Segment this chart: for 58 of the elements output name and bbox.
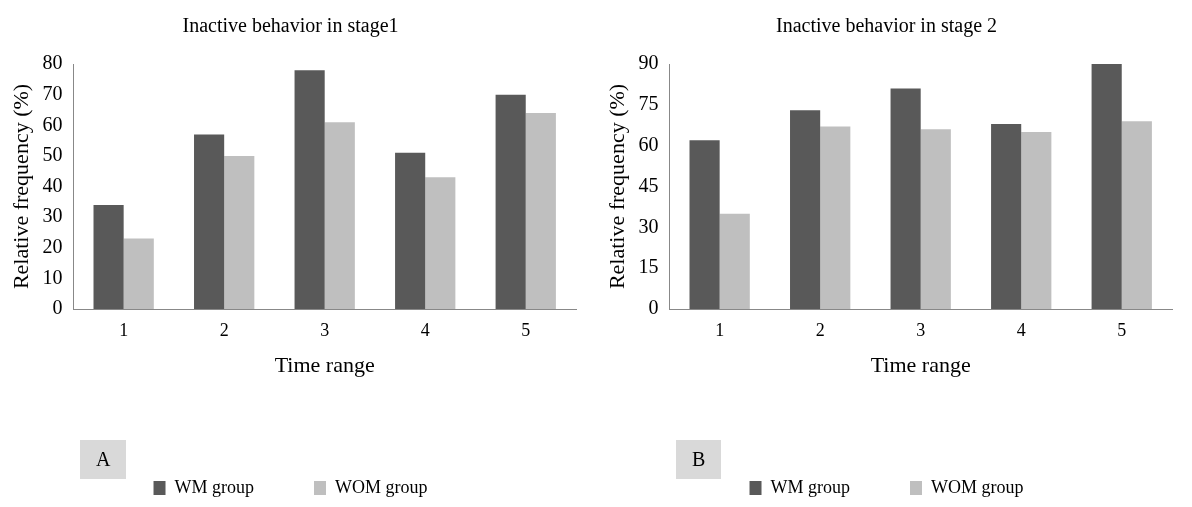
legend-label: WM group — [174, 476, 255, 497]
x-tick-label: 5 — [1117, 319, 1127, 340]
bar — [1121, 121, 1152, 309]
text: B — [676, 440, 722, 479]
y-tick-label: 0 — [648, 296, 659, 319]
x-tick-label: 4 — [420, 319, 430, 340]
bar — [525, 113, 556, 309]
bar — [395, 152, 426, 309]
x-tick-label: 2 — [219, 319, 229, 340]
bar — [324, 122, 355, 309]
legend-label: WM group — [770, 476, 851, 497]
bar — [790, 110, 821, 309]
y-tick-label: 10 — [42, 265, 63, 288]
x-tick-label: 2 — [815, 319, 825, 340]
x-tick-label: 1 — [119, 319, 129, 340]
y-tick-label: 30 — [638, 214, 659, 237]
x-tick-label: 1 — [715, 319, 725, 340]
bar — [93, 204, 124, 309]
x-tick-label: 3 — [320, 319, 330, 340]
legend-label: WOM group — [931, 476, 1024, 497]
y-tick-label: 0 — [52, 296, 63, 319]
text: A — [80, 440, 127, 479]
y-tick-label: 60 — [638, 132, 659, 155]
x-tick-label: 3 — [916, 319, 926, 340]
bar — [123, 238, 154, 309]
y-tick-label: 30 — [42, 204, 63, 227]
bar — [1091, 64, 1122, 309]
bar — [495, 94, 526, 309]
bar — [719, 213, 750, 309]
chart-title: Inactive behavior in stage1 — [182, 14, 399, 38]
x-axis-title: Time range — [870, 351, 971, 377]
bar — [820, 126, 851, 309]
y-tick-label: 80 — [42, 51, 63, 74]
bar — [194, 134, 225, 309]
x-axis-title: Time range — [274, 351, 375, 377]
legend-label: WOM group — [335, 476, 428, 497]
bar — [425, 177, 456, 309]
x-tick-label: 4 — [1016, 319, 1026, 340]
x-tick-label: 5 — [521, 319, 531, 340]
y-axis-title: Relative frequency (%) — [7, 83, 33, 290]
bar — [689, 140, 720, 309]
y-tick-label: 40 — [42, 173, 63, 196]
y-tick-label: 15 — [638, 255, 659, 278]
bar — [920, 129, 951, 309]
bar — [1021, 132, 1052, 309]
y-tick-label: 60 — [42, 112, 63, 135]
bar — [991, 123, 1022, 309]
bar — [224, 155, 255, 309]
y-axis-title: Relative frequency (%) — [603, 83, 629, 290]
y-tick-label: 90 — [638, 51, 659, 74]
y-tick-label: 50 — [42, 143, 63, 166]
y-tick-label: 70 — [42, 81, 63, 104]
y-tick-label: 75 — [638, 92, 659, 115]
bar — [890, 88, 921, 309]
chart-title: Inactive behavior in stage 2 — [775, 14, 998, 38]
y-tick-label: 45 — [638, 173, 659, 196]
y-tick-label: 20 — [42, 235, 63, 257]
bar — [294, 70, 325, 309]
